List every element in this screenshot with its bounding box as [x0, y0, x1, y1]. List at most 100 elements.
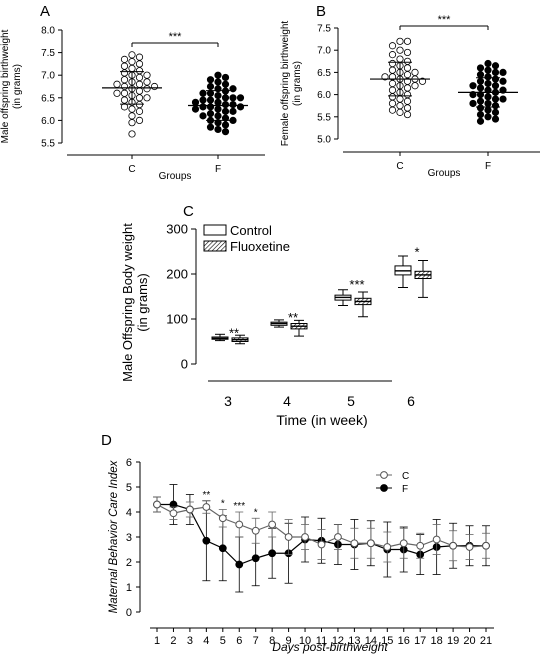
data-point	[128, 58, 136, 66]
panel-b: B 5.0 5.5 6.0 6.5 7.0 7.5 Female offspring birt…	[280, 3, 540, 179]
data-point	[191, 98, 200, 106]
panel-label: D	[101, 432, 112, 449]
significance-marker: ***	[349, 277, 364, 292]
x-tick-label: 4	[203, 635, 209, 647]
data-point	[206, 123, 215, 131]
data-point	[128, 64, 136, 73]
data-point	[218, 514, 227, 523]
data-point	[381, 73, 389, 81]
y-tick-label: 7.5	[41, 48, 55, 59]
y-tick-label: 4	[126, 507, 132, 519]
legend-swatch-control	[203, 224, 227, 236]
data-point	[120, 69, 129, 77]
data-point	[120, 89, 129, 97]
data-point	[403, 84, 412, 92]
y-axis-label: Male offspring birthweight	[0, 29, 11, 143]
x-tick-label: 21	[480, 635, 492, 647]
data-point	[229, 85, 237, 93]
data-point	[236, 103, 245, 111]
x-axis-label: Days post-birthweight	[272, 640, 388, 654]
data-point	[411, 82, 419, 90]
x-tick-label: 5	[347, 393, 355, 409]
data-point	[396, 95, 404, 103]
x-tick-label: C	[396, 161, 403, 172]
x-tick-label: 11	[316, 635, 327, 647]
data-point	[128, 119, 136, 127]
data-point	[150, 82, 159, 91]
data-point	[396, 102, 404, 110]
significance-marker: **	[288, 310, 298, 325]
data-point	[206, 96, 215, 104]
data-point	[113, 89, 121, 97]
significance-marker: ***	[233, 501, 245, 512]
data-point	[221, 100, 230, 109]
data-point	[403, 37, 412, 45]
data-point	[499, 77, 507, 85]
x-tick-label: 1	[154, 635, 160, 647]
panel-c: C 0 100 200 300 Male Offspring Body weight (in…	[120, 203, 432, 428]
data-point	[135, 60, 144, 68]
x-axis-label: Time (in week)	[276, 412, 367, 428]
x-tick-label: 17	[414, 635, 426, 647]
legend-label: Fluoxetine	[230, 239, 290, 254]
data-point	[153, 500, 161, 509]
data-point	[476, 84, 485, 92]
data-point	[388, 86, 397, 94]
legend-label: Control	[230, 223, 272, 238]
significance-marker: **	[229, 326, 239, 341]
y-tick-label: 100	[166, 312, 188, 327]
data-point	[169, 509, 178, 518]
data-point	[388, 79, 397, 88]
x-tick-label: 5	[220, 635, 226, 647]
data-point	[388, 66, 397, 74]
data-point	[484, 59, 492, 68]
y-tick-label: 2	[126, 557, 132, 569]
data-point	[449, 541, 458, 550]
data-point	[484, 66, 492, 74]
data-point	[221, 121, 230, 129]
data-point	[143, 78, 151, 86]
data-point	[476, 77, 485, 85]
data-point	[229, 94, 237, 102]
data-point	[396, 108, 404, 116]
x-tick-label: 7	[253, 635, 259, 647]
significance-marker: **	[202, 490, 210, 501]
legend-label: F	[402, 484, 408, 495]
y-tick-label: 8.0	[41, 26, 55, 37]
data-point	[128, 112, 136, 120]
data-point	[388, 99, 397, 108]
y-tick-label: 6.5	[317, 68, 331, 79]
data-point	[186, 505, 194, 514]
data-point	[465, 543, 474, 551]
x-tick-label: 3	[224, 393, 232, 409]
data-point	[191, 105, 200, 113]
data-point	[284, 533, 293, 541]
data-point	[388, 59, 397, 68]
y-axis-label: Male Offspring Body weight	[120, 223, 135, 382]
data-point	[476, 97, 485, 105]
data-point	[120, 96, 129, 104]
y-tick-label: 6.0	[317, 90, 331, 101]
data-point	[476, 71, 485, 79]
data-point	[403, 110, 412, 119]
data-point	[128, 51, 136, 59]
x-tick-label: C	[128, 164, 135, 175]
data-point	[366, 539, 375, 548]
data-point	[120, 76, 129, 84]
data-point	[120, 82, 129, 91]
data-point	[236, 94, 245, 102]
x-axis-label: Groups	[159, 171, 192, 182]
data-point	[120, 55, 129, 63]
significance-marker: *	[221, 499, 225, 510]
y-tick-label: 6.5	[41, 93, 55, 104]
data-point	[388, 93, 397, 101]
significance-marker: ***	[438, 14, 452, 26]
y-tick-label: 0	[181, 357, 188, 372]
x-tick-label: 6	[407, 393, 415, 409]
data-point	[135, 107, 144, 115]
data-point	[491, 108, 500, 116]
data-point	[221, 94, 230, 102]
data-point	[469, 82, 477, 90]
y-axis-label: Maternal Behavior Care Index	[108, 459, 120, 613]
data-point	[388, 51, 397, 59]
